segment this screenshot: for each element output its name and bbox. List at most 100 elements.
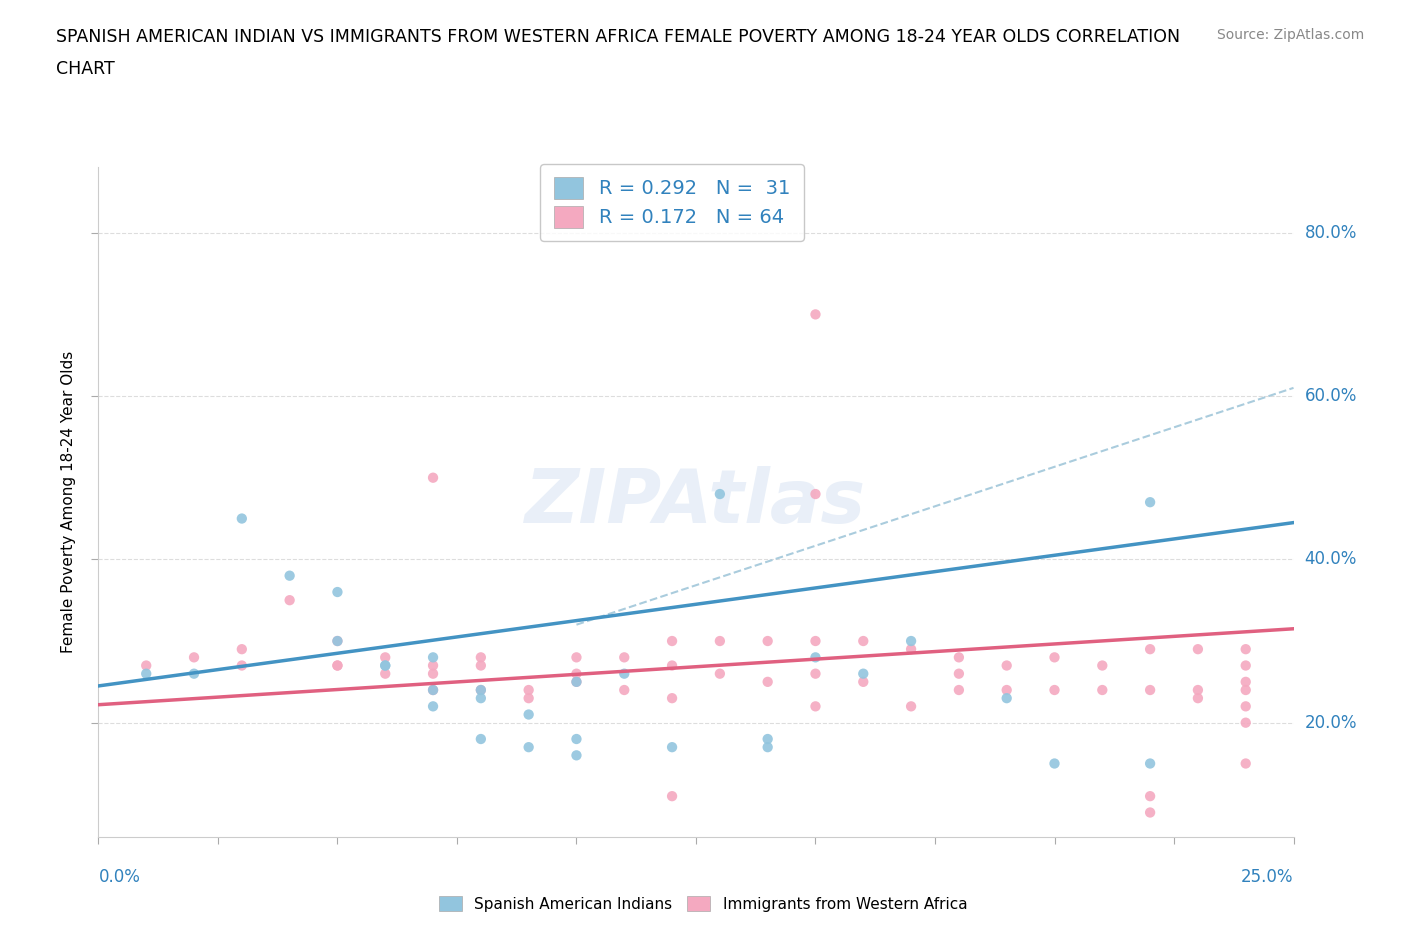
- Text: 25.0%: 25.0%: [1241, 868, 1294, 885]
- Point: [517, 707, 540, 722]
- Point: [1139, 789, 1161, 804]
- Legend: Spanish American Indians, Immigrants from Western Africa: Spanish American Indians, Immigrants fro…: [433, 889, 973, 918]
- Point: [231, 642, 253, 657]
- Point: [756, 732, 779, 747]
- Point: [804, 699, 827, 714]
- Point: [183, 666, 205, 681]
- Point: [278, 568, 301, 583]
- Point: [1234, 674, 1257, 689]
- Point: [804, 486, 827, 501]
- Point: [900, 699, 922, 714]
- Point: [804, 633, 827, 648]
- Point: [948, 683, 970, 698]
- Point: [422, 471, 444, 485]
- Text: ZIPAtlas: ZIPAtlas: [526, 466, 866, 538]
- Point: [1234, 699, 1257, 714]
- Point: [661, 691, 683, 706]
- Point: [613, 650, 636, 665]
- Point: [756, 739, 779, 754]
- Point: [900, 642, 922, 657]
- Point: [231, 512, 253, 526]
- Point: [709, 486, 731, 501]
- Point: [1234, 642, 1257, 657]
- Point: [565, 748, 588, 763]
- Point: [517, 739, 540, 754]
- Point: [995, 658, 1018, 673]
- Point: [565, 732, 588, 747]
- Point: [470, 691, 492, 706]
- Point: [135, 666, 157, 681]
- Point: [661, 633, 683, 648]
- Point: [804, 666, 827, 681]
- Point: [995, 691, 1018, 706]
- Point: [613, 666, 636, 681]
- Point: [1139, 683, 1161, 698]
- Text: 40.0%: 40.0%: [1305, 551, 1357, 568]
- Point: [1187, 691, 1209, 706]
- Point: [565, 650, 588, 665]
- Point: [326, 633, 349, 648]
- Point: [709, 633, 731, 648]
- Point: [756, 674, 779, 689]
- Point: [326, 658, 349, 673]
- Point: [1234, 658, 1257, 673]
- Point: [422, 666, 444, 681]
- Point: [565, 674, 588, 689]
- Point: [326, 658, 349, 673]
- Point: [517, 691, 540, 706]
- Point: [374, 666, 396, 681]
- Text: 20.0%: 20.0%: [1305, 713, 1357, 732]
- Point: [517, 683, 540, 698]
- Point: [374, 658, 396, 673]
- Point: [231, 658, 253, 673]
- Text: SPANISH AMERICAN INDIAN VS IMMIGRANTS FROM WESTERN AFRICA FEMALE POVERTY AMONG 1: SPANISH AMERICAN INDIAN VS IMMIGRANTS FR…: [56, 28, 1181, 46]
- Point: [756, 633, 779, 648]
- Point: [422, 650, 444, 665]
- Text: Source: ZipAtlas.com: Source: ZipAtlas.com: [1216, 28, 1364, 42]
- Point: [135, 658, 157, 673]
- Point: [709, 666, 731, 681]
- Point: [1043, 650, 1066, 665]
- Point: [1234, 715, 1257, 730]
- Point: [470, 683, 492, 698]
- Point: [900, 633, 922, 648]
- Point: [1091, 658, 1114, 673]
- Point: [278, 592, 301, 607]
- Point: [1139, 495, 1161, 510]
- Y-axis label: Female Poverty Among 18-24 Year Olds: Female Poverty Among 18-24 Year Olds: [60, 352, 76, 654]
- Point: [1234, 756, 1257, 771]
- Point: [1043, 683, 1066, 698]
- Text: 0.0%: 0.0%: [98, 868, 141, 885]
- Point: [852, 674, 875, 689]
- Point: [804, 307, 827, 322]
- Point: [1043, 756, 1066, 771]
- Point: [326, 633, 349, 648]
- Point: [470, 683, 492, 698]
- Point: [948, 666, 970, 681]
- Point: [470, 732, 492, 747]
- Point: [470, 650, 492, 665]
- Point: [422, 683, 444, 698]
- Point: [661, 789, 683, 804]
- Point: [422, 658, 444, 673]
- Text: 60.0%: 60.0%: [1305, 387, 1357, 405]
- Point: [852, 633, 875, 648]
- Point: [661, 739, 683, 754]
- Text: 80.0%: 80.0%: [1305, 224, 1357, 242]
- Point: [422, 699, 444, 714]
- Point: [374, 658, 396, 673]
- Point: [1187, 683, 1209, 698]
- Point: [1187, 642, 1209, 657]
- Point: [1091, 683, 1114, 698]
- Point: [948, 650, 970, 665]
- Point: [661, 658, 683, 673]
- Point: [613, 683, 636, 698]
- Point: [995, 683, 1018, 698]
- Legend: R = 0.292   N =  31, R = 0.172   N = 64: R = 0.292 N = 31, R = 0.172 N = 64: [540, 164, 804, 241]
- Point: [470, 658, 492, 673]
- Point: [374, 650, 396, 665]
- Point: [326, 585, 349, 600]
- Point: [804, 650, 827, 665]
- Point: [1234, 683, 1257, 698]
- Point: [565, 674, 588, 689]
